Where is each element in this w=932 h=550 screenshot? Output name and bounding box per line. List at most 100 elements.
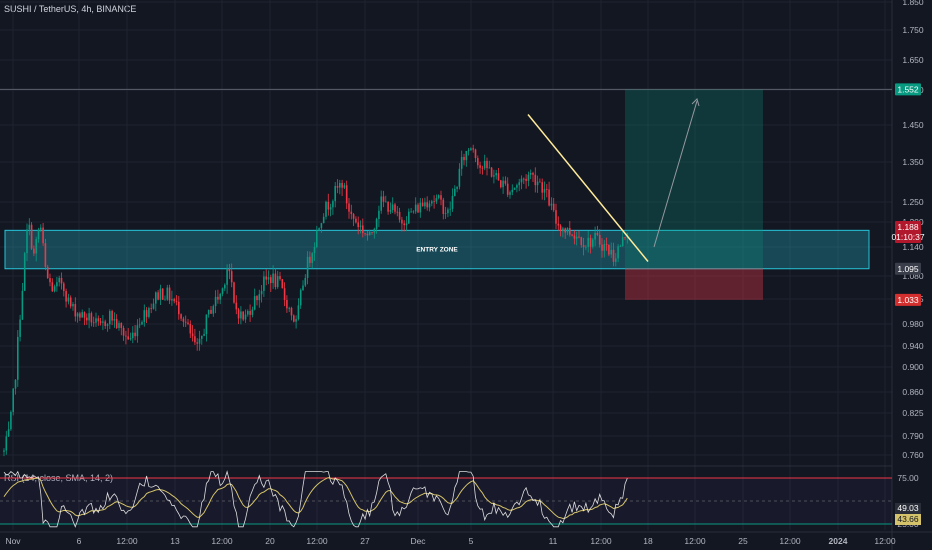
time-tick-label: 25 <box>738 536 748 546</box>
price-tick-label: 0.900 <box>902 362 924 372</box>
candle-body <box>81 312 83 318</box>
candle-body <box>458 168 461 187</box>
overlays <box>527 98 700 262</box>
candle-body <box>322 216 325 224</box>
candle-body <box>442 199 445 214</box>
candle-body <box>601 244 603 251</box>
candle-body <box>483 160 486 169</box>
candle-body <box>106 324 109 326</box>
candle-body <box>205 314 208 334</box>
candle-body <box>152 303 155 309</box>
candle-body <box>525 178 527 181</box>
candle-body <box>33 248 35 254</box>
candle-body <box>5 436 8 451</box>
candle-body <box>148 308 150 317</box>
price-tag-label: 1.033 <box>897 295 919 305</box>
candle-body <box>621 237 624 247</box>
candle-body <box>58 277 60 283</box>
candle-body <box>339 182 341 188</box>
candle-body <box>414 204 417 212</box>
candle-body <box>102 321 104 323</box>
price-tick-label: 0.860 <box>902 387 924 397</box>
price-tick-label: 1.250 <box>902 197 924 207</box>
candle-body <box>86 317 88 321</box>
candle-body <box>260 290 263 295</box>
candle-body <box>51 282 54 292</box>
candle-body <box>463 156 465 161</box>
candle-body <box>592 239 594 247</box>
candle-body <box>589 237 592 247</box>
candle-body <box>272 273 274 284</box>
candle-body <box>419 202 422 213</box>
time-tick-label: 12:00 <box>306 536 328 546</box>
candle-body <box>224 284 226 289</box>
candle-body <box>141 321 143 325</box>
candle-body <box>336 186 339 188</box>
candle-body <box>550 203 553 206</box>
candle-body <box>288 307 290 309</box>
candle-body <box>115 319 118 329</box>
candle-body <box>454 188 456 196</box>
candle-body <box>490 167 493 177</box>
candle-body <box>67 297 70 302</box>
time-tick-label: Nov <box>5 536 21 546</box>
candle-body <box>171 299 173 301</box>
candle-body <box>345 185 348 204</box>
candle-body <box>332 201 334 208</box>
candle-body <box>426 202 428 208</box>
candle-body <box>362 225 364 234</box>
candle-body <box>293 315 295 322</box>
candle-body <box>352 214 355 219</box>
candle-body <box>578 236 580 238</box>
candle-body <box>447 209 449 214</box>
candle-body <box>309 256 311 263</box>
price-tick-label: 0.790 <box>902 431 924 441</box>
candle-body <box>610 249 612 255</box>
candle-body <box>240 311 242 319</box>
candle-body <box>226 268 228 285</box>
candle-body <box>401 219 403 224</box>
candle-body <box>615 258 617 262</box>
price-tag-label: 1.188 <box>897 222 919 232</box>
price-tick-label: 1.650 <box>902 55 924 65</box>
price-tag-label: 1.095 <box>897 264 919 274</box>
candle-body <box>14 379 17 389</box>
time-tick-label: 20 <box>265 536 275 546</box>
candle-body <box>72 303 74 307</box>
time-tick-label: 2024 <box>829 536 848 546</box>
candle-body <box>274 273 277 288</box>
candle-body <box>173 299 175 302</box>
candle-body <box>42 227 44 244</box>
rsi-pane <box>0 470 892 528</box>
time-tick-label: 6 <box>77 536 82 546</box>
projection-arrowhead <box>691 98 700 107</box>
trendline <box>527 114 649 262</box>
candle-body <box>437 195 440 199</box>
candle-body <box>541 182 543 193</box>
time-tick-label: 18 <box>643 536 653 546</box>
candle-body <box>184 321 187 323</box>
candle-body <box>359 225 362 228</box>
candle-body <box>564 228 566 233</box>
candle-body <box>612 249 615 262</box>
candle-body <box>30 224 33 249</box>
candle-body <box>178 301 180 315</box>
candle-body <box>111 311 113 321</box>
candle-body <box>145 310 148 317</box>
time-tick-label: 12:00 <box>590 536 612 546</box>
candle-body <box>451 195 454 209</box>
candle-body <box>161 288 164 300</box>
candle-body <box>387 201 389 212</box>
candle-body <box>440 195 442 200</box>
candle-body <box>265 276 267 280</box>
candle-body <box>348 203 350 212</box>
candle-body <box>587 237 589 247</box>
candle-body <box>290 307 293 316</box>
candle-body <box>12 388 14 412</box>
candle-body <box>368 232 371 236</box>
candle-body <box>95 318 97 323</box>
candle-body <box>341 182 343 188</box>
time-tick-label: 5 <box>469 536 474 546</box>
